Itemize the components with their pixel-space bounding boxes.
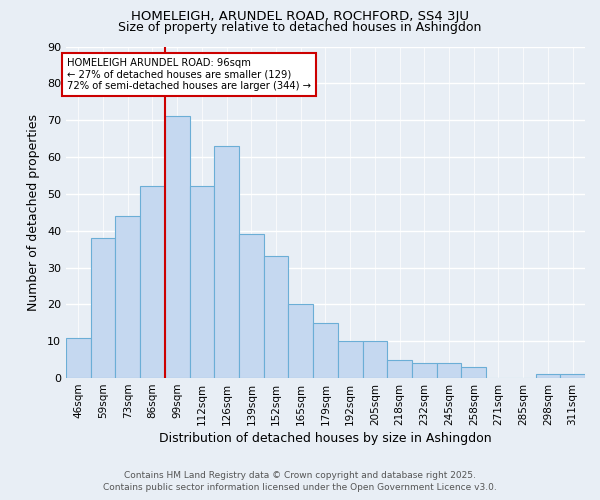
Text: Contains HM Land Registry data © Crown copyright and database right 2025.
Contai: Contains HM Land Registry data © Crown c… — [103, 471, 497, 492]
Bar — [387, 360, 412, 378]
Bar — [437, 364, 461, 378]
Text: HOMELEIGH ARUNDEL ROAD: 96sqm
← 27% of detached houses are smaller (129)
72% of : HOMELEIGH ARUNDEL ROAD: 96sqm ← 27% of d… — [67, 58, 311, 91]
Bar — [289, 304, 313, 378]
Text: HOMELEIGH, ARUNDEL ROAD, ROCHFORD, SS4 3JU: HOMELEIGH, ARUNDEL ROAD, ROCHFORD, SS4 3… — [131, 10, 469, 23]
Text: Size of property relative to detached houses in Ashingdon: Size of property relative to detached ho… — [118, 22, 482, 35]
Bar — [140, 186, 165, 378]
Bar — [362, 341, 387, 378]
Bar — [461, 367, 486, 378]
Bar — [239, 234, 263, 378]
Bar — [66, 338, 91, 378]
Bar — [560, 374, 585, 378]
Bar — [91, 238, 115, 378]
Bar — [313, 323, 338, 378]
X-axis label: Distribution of detached houses by size in Ashingdon: Distribution of detached houses by size … — [159, 432, 492, 445]
Bar — [536, 374, 560, 378]
Y-axis label: Number of detached properties: Number of detached properties — [27, 114, 40, 311]
Bar — [115, 216, 140, 378]
Bar — [263, 256, 289, 378]
Bar — [214, 146, 239, 378]
Bar — [338, 341, 362, 378]
Bar — [412, 364, 437, 378]
Bar — [190, 186, 214, 378]
Bar — [165, 116, 190, 378]
